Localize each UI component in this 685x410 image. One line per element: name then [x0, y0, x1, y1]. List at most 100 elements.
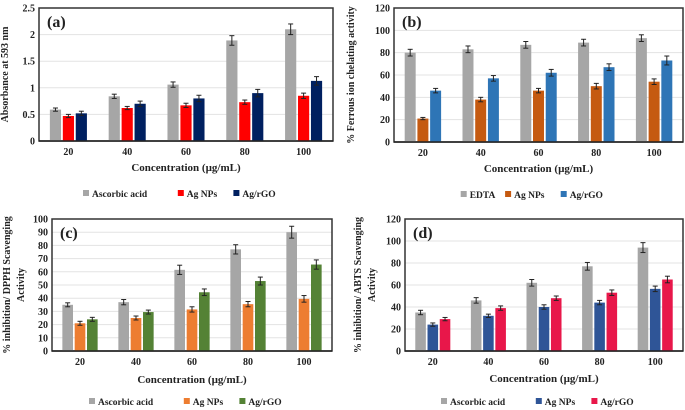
x-tick-label: 20	[428, 357, 438, 368]
panel-label: (d)	[413, 225, 433, 242]
y-tick-label: 30	[38, 307, 48, 318]
y-tick-label: 90	[38, 228, 48, 239]
legend-label: Ascorbic acid	[450, 398, 506, 408]
bar	[62, 115, 74, 141]
bar	[62, 304, 73, 351]
x-tick-label: 80	[591, 148, 601, 159]
bar	[520, 44, 532, 142]
bar	[226, 40, 238, 142]
bar	[661, 60, 673, 142]
legend-swatch	[239, 398, 246, 404]
bar	[594, 302, 605, 351]
bar	[404, 52, 416, 142]
chart-panel-a: 0 0.5 1 1.5 2 2.5 20 40 60 80 100 (a) Concentration …	[0, 4, 334, 200]
y-tick-label: 0	[30, 137, 35, 148]
legend-swatch	[89, 398, 95, 404]
y-tick-label: 120	[386, 215, 401, 226]
y-tick-label: 20	[391, 325, 401, 336]
x-tick-label: 20	[75, 357, 85, 368]
x-tick-label: 20	[418, 148, 428, 159]
legend: Ascorbic acid Ag NPs Ag/rGO	[441, 398, 634, 408]
y-tick-label: 1	[30, 83, 35, 94]
x-tick-label: 80	[243, 357, 253, 368]
legend-swatch	[591, 398, 598, 404]
bar	[286, 232, 297, 351]
x-tick-label: 60	[187, 357, 197, 368]
x-tick-label: 80	[240, 147, 250, 158]
bar	[427, 324, 439, 351]
bar	[252, 93, 264, 141]
bar	[239, 102, 251, 141]
y-tick-label: 70	[38, 254, 48, 265]
bar	[180, 105, 192, 141]
legend-label: Ag NPs	[193, 398, 224, 408]
chart-panel-b: 0 20 40 60 80 100 120 20 40 60 80 100 (b) Concentrati…	[346, 4, 684, 201]
bar	[118, 302, 129, 351]
bar	[483, 315, 494, 351]
y-tick-label: 100	[375, 26, 390, 37]
bar	[417, 118, 429, 142]
y-tick-label: 40	[391, 303, 401, 314]
bar	[310, 80, 323, 141]
x-tick-label: 100	[647, 148, 662, 159]
y-tick-label: 60	[391, 281, 401, 292]
legend-label: Ag NPs	[545, 398, 576, 408]
panel-label: (c)	[60, 225, 78, 242]
legend-label: Ag/rGO	[248, 398, 281, 408]
bar	[533, 90, 544, 142]
bar	[578, 42, 590, 142]
x-tick-label: 100	[648, 357, 663, 368]
y-tick-label: 20	[38, 320, 48, 331]
y-tick-label: 50	[38, 281, 48, 292]
legend-swatch	[535, 398, 542, 404]
x-tick-label: 60	[181, 147, 191, 158]
x-axis-label: Concentration (µg/mL)	[131, 162, 241, 174]
bar	[130, 318, 142, 351]
bar	[74, 323, 86, 351]
y-tick-label: 0	[396, 347, 401, 358]
y-tick-label: 40	[38, 294, 48, 305]
x-axis-label: Concentration (µg/mL)	[484, 163, 594, 175]
bar	[143, 312, 154, 351]
legend-swatch	[177, 190, 184, 196]
bar	[193, 98, 205, 141]
legend: Ascorbic acid Ag NPs Ag/rGO	[83, 190, 276, 200]
chart-panel-c: 0 10 20 30 40 50 60 70 80 90 100 20 40 60 80 100 (c) Conc…	[2, 215, 333, 408]
bar	[545, 72, 557, 142]
legend-label: Ascorbic acid	[92, 190, 148, 200]
bar	[603, 67, 615, 142]
y-tick-label: 80	[391, 259, 401, 270]
x-tick-label: 100	[297, 357, 312, 368]
x-tick-label: 40	[131, 357, 141, 368]
y-tick-label: 0.5	[23, 110, 36, 121]
panel-label: (a)	[47, 14, 66, 31]
bar	[606, 292, 618, 351]
legend-label: Ag/rGO	[600, 398, 633, 408]
bar	[550, 298, 562, 351]
y-tick-label: 20	[380, 115, 390, 126]
legend: EDTA Ag NPs Ag/rGO	[460, 191, 603, 201]
bar	[649, 288, 661, 351]
legend-label: Ag NPs	[187, 190, 218, 200]
x-axis-label: Concentration (µg/mL)	[137, 374, 247, 386]
legend-swatch	[441, 398, 447, 404]
legend-label: Ascorbic acid	[98, 398, 154, 408]
bar	[415, 312, 426, 351]
legend-swatch	[560, 191, 567, 197]
legend-label: EDTA	[470, 191, 496, 201]
legend-swatch	[183, 398, 190, 404]
y-tick-label: 60	[380, 71, 390, 82]
legend-label: Ag/rGO	[242, 190, 275, 200]
legend-swatch	[460, 191, 467, 197]
bar	[311, 264, 322, 351]
bar	[186, 309, 198, 351]
bar	[242, 304, 254, 351]
y-tick-label: 1.5	[23, 57, 36, 68]
y-axis-label: % Ferrous ion chelating activity	[346, 6, 357, 144]
y-tick-label: 80	[38, 241, 48, 252]
legend-label: Ag/rGO	[570, 191, 603, 201]
y-tick-label: 0	[43, 347, 48, 358]
bar	[439, 319, 451, 351]
bar	[526, 282, 538, 351]
